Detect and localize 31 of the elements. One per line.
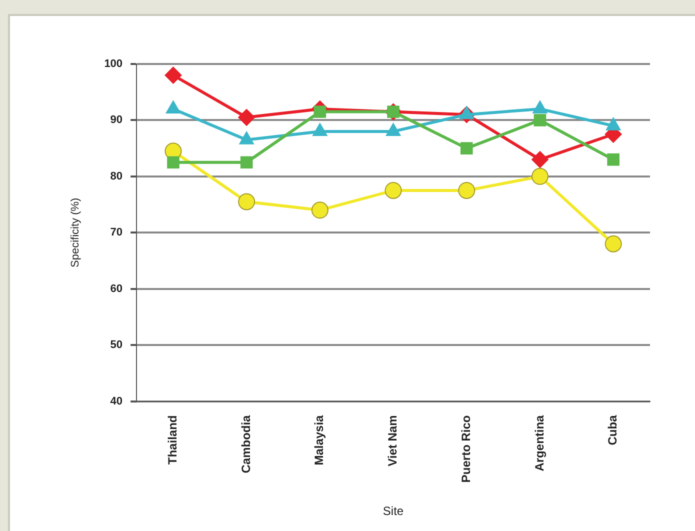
point xyxy=(531,151,548,168)
y-tick-label: 50 xyxy=(110,339,123,352)
y-tick-label: 40 xyxy=(110,395,123,408)
point xyxy=(458,182,476,199)
x-tick-label: Cambodia xyxy=(238,414,253,474)
point xyxy=(460,142,473,154)
y-tick-label: 100 xyxy=(104,58,123,70)
point xyxy=(604,235,622,252)
x-tick-label: Cuba xyxy=(606,414,620,446)
x-tick-label: Argentina xyxy=(532,414,546,472)
y-tick-label: 60 xyxy=(110,282,123,295)
point xyxy=(531,168,548,185)
point xyxy=(311,202,328,219)
point xyxy=(384,182,402,199)
point xyxy=(238,193,256,210)
point xyxy=(314,106,326,118)
point xyxy=(238,108,256,126)
x-tick-label: Malaysia xyxy=(312,414,326,466)
point xyxy=(167,156,180,169)
point xyxy=(607,153,620,166)
point xyxy=(164,66,182,84)
y-tick-label: 80 xyxy=(110,170,123,182)
x-tick-label: Viet Nam xyxy=(386,415,400,466)
point xyxy=(240,156,253,169)
x-tick-label: Puerto Rico xyxy=(458,415,473,483)
point xyxy=(534,114,546,126)
x-axis-title: Site xyxy=(382,504,404,518)
y-axis-title: Specificity (%) xyxy=(70,198,82,268)
y-tick-label: 70 xyxy=(110,226,123,239)
x-tick-label: Thailand xyxy=(166,415,180,465)
y-tick-label: 90 xyxy=(110,114,123,126)
